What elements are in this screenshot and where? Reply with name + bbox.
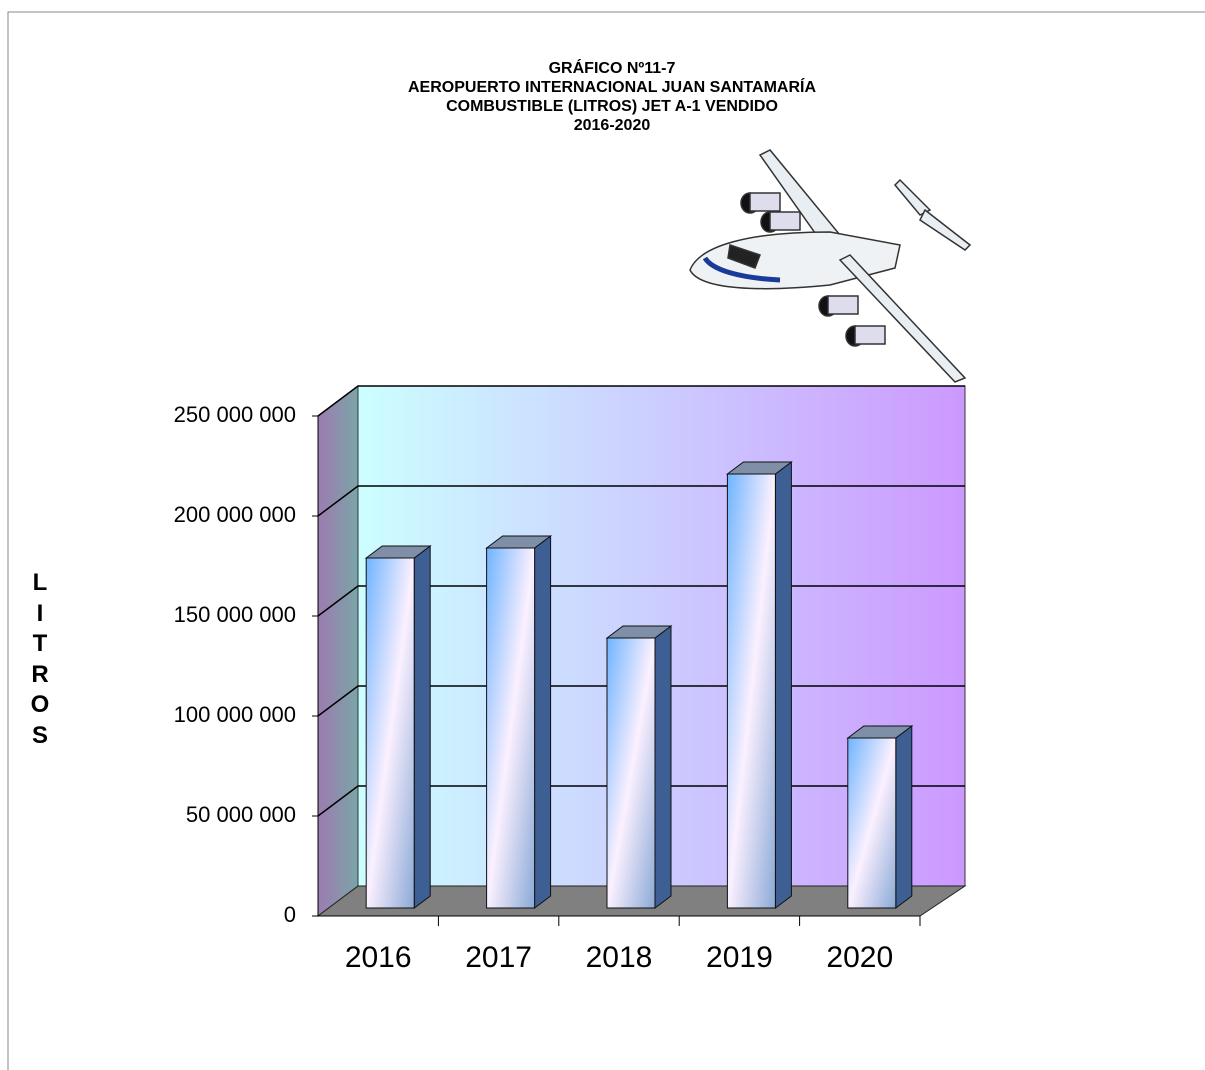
bar-side	[413, 545, 431, 909]
chart-title: AEROPUERTO INTERNACIONAL JUAN SANTAMARÍA	[408, 77, 816, 96]
bar-side	[774, 461, 792, 909]
grid-line	[317, 385, 965, 417]
y-tick-label: 50 000 000	[186, 802, 296, 827]
bar	[606, 637, 656, 909]
chart-title: COMBUSTIBLE (LITROS) JET A-1 VENDIDO	[446, 98, 778, 115]
y-tick-label: 250 000 000	[174, 402, 296, 427]
frame	[7, 11, 1205, 1070]
y-tick-label: 150 000 000	[174, 602, 296, 627]
bar	[847, 737, 897, 909]
chart-title: 2016-2020	[574, 117, 651, 134]
bar-side	[654, 625, 672, 909]
x-tick-label: 2018	[586, 941, 653, 974]
y-axis-label: LITROS	[30, 569, 50, 749]
x-tick-label: 2016	[345, 941, 412, 974]
x-tick-label: 2019	[706, 941, 773, 974]
bar	[726, 473, 776, 909]
airplane	[689, 149, 972, 383]
side-wall	[317, 385, 359, 917]
x-tick-label: 2017	[465, 941, 532, 974]
y-tick-label: 200 000 000	[174, 502, 296, 527]
y-tick-label: 0	[284, 902, 296, 927]
bar-side	[534, 535, 552, 909]
y-tick-label: 100 000 000	[174, 702, 296, 727]
bar	[486, 547, 536, 909]
bar-side	[895, 725, 913, 909]
x-tick-label: 2020	[826, 941, 893, 974]
bar	[365, 557, 415, 909]
chart-title: GRÁFICO Nº11-7	[549, 58, 676, 77]
